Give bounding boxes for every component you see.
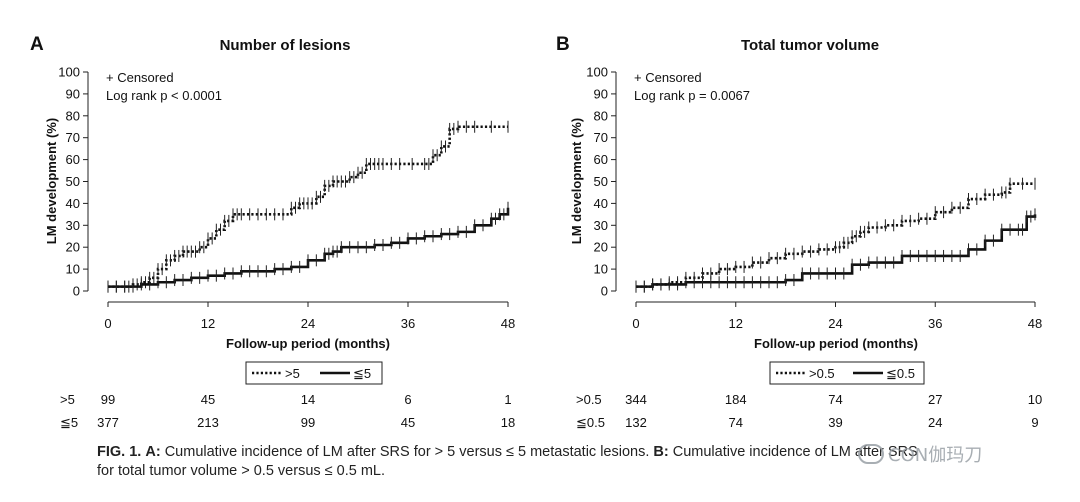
caption-fig-label: FIG. 1. [97,444,142,460]
panel-a-x-tick-label: 12 [201,316,215,331]
risk-cell: 74 [828,392,842,407]
panel-a-logrank-note: Log rank p < 0.0001 [106,88,222,103]
panel-a-y-tick-label: 60 [66,152,80,167]
panel-a-x-tick-label: 0 [104,316,111,331]
risk-cell: 132 [625,415,647,430]
panel-b-y-tick-label: 100 [586,65,608,80]
risk-cell: 9 [1031,415,1038,430]
legend-label: >5 [285,366,300,381]
panel-b-ylabel: LM development (%) [569,118,584,244]
panel-b-y-tick-label: 20 [594,240,608,255]
risk-cell: 99 [301,415,315,430]
risk-cell: 344 [625,392,647,407]
panel-b-x-tick-label: 12 [729,316,743,331]
panel-b-y-tick-label: 0 [601,284,608,299]
legend-box [769,361,925,385]
risk-cell: 45 [201,392,215,407]
panel-a-y-tick-label: 20 [66,240,80,255]
panel-a-legend: >5 ≦5 [245,361,383,385]
panel-b: B Total tumor volume LM development (%) … [556,34,1042,430]
caption-line2: for total tumor volume > 0.5 versus ≤ 0.… [97,463,386,479]
panel-a-y-tick-label: 0 [73,284,80,299]
risk-cell: 14 [301,392,315,407]
risk-cell: 1 [504,392,511,407]
panel-b-x-tick-label: 0 [632,316,639,331]
panel-a-marks [107,120,510,293]
chat-bubble-icon [858,444,884,464]
risk-cell: 377 [97,415,119,430]
panel-b-logrank-note: Log rank p = 0.0067 [634,88,750,103]
panel-a-xlabel: Follow-up period (months) [226,336,390,351]
legend-label: ≦5 [353,366,371,381]
panel-a-y-tick-label: 90 [66,86,80,101]
risk-cell: 27 [928,392,942,407]
panel-a-y-tick-label: 80 [66,108,80,123]
panel-a-x-tick-label: 48 [501,316,515,331]
risk-cell: 99 [101,392,115,407]
watermark: CON伽玛刀 [858,441,982,467]
legend-label: ≦0.5 [886,366,915,381]
panel-a-letter: A [30,34,44,55]
panel-b-y-tick-label: 40 [594,196,608,211]
panel-b-xlabel: Follow-up period (months) [754,336,918,351]
caption-a-text: Cumulative incidence of LM after SRS for… [164,444,650,460]
risk-cell: 6 [404,392,411,407]
risk-cell: 24 [928,415,942,430]
panel-a-title: Number of lesions [220,37,351,54]
panel-a-x-tick-label: 24 [301,316,315,331]
panel-b-y-tick-label: 80 [594,108,608,123]
panel-b-letter: B [556,34,570,55]
panel-a-y-tick-label: 10 [66,262,80,277]
panel-b-y-tick-label: 50 [594,174,608,189]
panel-b-risk-table: >0.5 344 184 74 27 10 ≦0.5 132 74 39 24 9 [576,392,1042,430]
panel-a-censored-note: + Censored [106,70,174,85]
panel-a-y-tick-label: 30 [66,218,80,233]
caption-b-label: B: [653,444,669,460]
panel-a-y-tick-label: 70 [66,130,80,145]
panel-b-axes: 0 10 20 30 40 50 60 70 80 90 100 0 12 24 36 48 [586,65,1042,332]
panel-a-y-tick-label: 100 [58,65,80,80]
risk-row-label: ≦0.5 [576,415,605,430]
panel-b-marks [635,177,1037,293]
figure-caption: FIG. 1. A: Cumulative incidence of LM af… [97,443,1057,481]
risk-cell: 10 [1028,392,1042,407]
panel-a-y-tick-label: 40 [66,196,80,211]
watermark-text: CON伽玛刀 [888,445,983,466]
risk-row-label: >0.5 [576,392,602,407]
legend-box [245,361,383,385]
caption-a-label: A: [145,444,161,460]
figure-canvas: A Number of lesions LM development (%) F… [30,34,1042,430]
panel-a-axes: 0 10 20 30 40 50 60 70 80 90 100 0 12 24 36 48 [58,65,515,332]
risk-cell: 74 [729,415,743,430]
panel-a-risk-table: >5 99 45 14 6 1 ≦5 377 213 99 45 18 [60,392,515,430]
panel-b-y-tick-label: 90 [594,86,608,101]
panel-b-y-tick-label: 60 [594,152,608,167]
panel-b-y-tick-label: 10 [594,262,608,277]
panel-b-x-tick-label: 48 [1028,316,1042,331]
panel-a-x-tick-label: 36 [401,316,415,331]
caption-b-text: Cumulative incidence of LM after SRS [672,444,918,460]
risk-row-label: ≦5 [60,415,78,430]
panel-b-title: Total tumor volume [741,37,879,54]
panel-b-legend: >0.5 ≦0.5 [769,361,925,385]
panel-b-x-tick-label: 36 [928,316,942,331]
risk-cell: 184 [725,392,747,407]
panel-b-y-tick-label: 30 [594,218,608,233]
risk-cell: 18 [501,415,515,430]
panel-a-ylabel: LM development (%) [44,118,59,244]
legend-label: >0.5 [809,366,835,381]
risk-row-label: >5 [60,392,75,407]
panel-b-x-tick-label: 24 [828,316,842,331]
panel-b-y-tick-label: 70 [594,130,608,145]
risk-cell: 39 [828,415,842,430]
panel-a: A Number of lesions LM development (%) F… [30,34,515,430]
panel-b-censored-note: + Censored [634,70,702,85]
panel-a-y-tick-label: 50 [66,174,80,189]
series-line-solid [108,207,510,288]
risk-cell: 45 [401,415,415,430]
risk-cell: 213 [197,415,219,430]
